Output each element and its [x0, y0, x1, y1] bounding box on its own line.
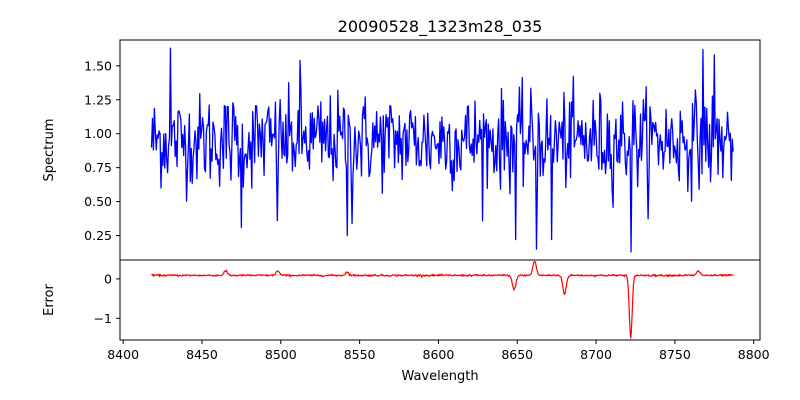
chart-title: 20090528_1323m28_035 [338, 17, 543, 37]
x-tick-label: 8800 [738, 347, 770, 362]
x-axis-label: Wavelength [401, 369, 478, 384]
error-axes: 0 −1 8400 8450 8500 8550 8600 8650 8700 8750 8800… [42, 259, 770, 384]
spectrum-y-ticks: 0.25 0.50 0.75 1.00 1.25 1.50 [84, 58, 120, 243]
x-tick-label: 8650 [501, 347, 533, 362]
x-tick-label: 8550 [344, 347, 376, 362]
x-tick-label: 8700 [580, 347, 612, 362]
spectrum-y-axis-label: Spectrum [42, 119, 57, 182]
error-line-group [151, 260, 734, 339]
x-tick-label: 8450 [186, 347, 218, 362]
error-series-line [151, 260, 734, 339]
error-y-ticks: 0 −1 [94, 271, 120, 326]
spectrum-y-tick-label: 1.50 [84, 58, 112, 73]
spectrum-y-tick-label: 1.00 [84, 126, 112, 141]
x-ticks: 8400 8450 8500 8550 8600 8650 8700 8750 8800 [107, 340, 770, 362]
spectrum-y-tick-label: 0.25 [84, 228, 112, 243]
x-tick-label: 8750 [659, 347, 691, 362]
error-y-tick-label: −1 [94, 311, 112, 326]
error-y-axis-label: Error [42, 284, 57, 316]
spectrum-y-tick-label: 0.50 [84, 194, 112, 209]
error-axes-frame [119, 259, 761, 341]
spectrum-y-tick-label: 0.75 [84, 160, 112, 175]
x-tick-label: 8500 [265, 347, 297, 362]
x-tick-label: 8600 [423, 347, 455, 362]
spectrum-line-group [150, 47, 734, 253]
x-tick-label: 8400 [107, 347, 139, 362]
error-y-tick-label: 0 [104, 271, 112, 286]
spectrum-y-tick-label: 1.25 [84, 92, 112, 107]
spectrum-series-line [150, 47, 734, 253]
